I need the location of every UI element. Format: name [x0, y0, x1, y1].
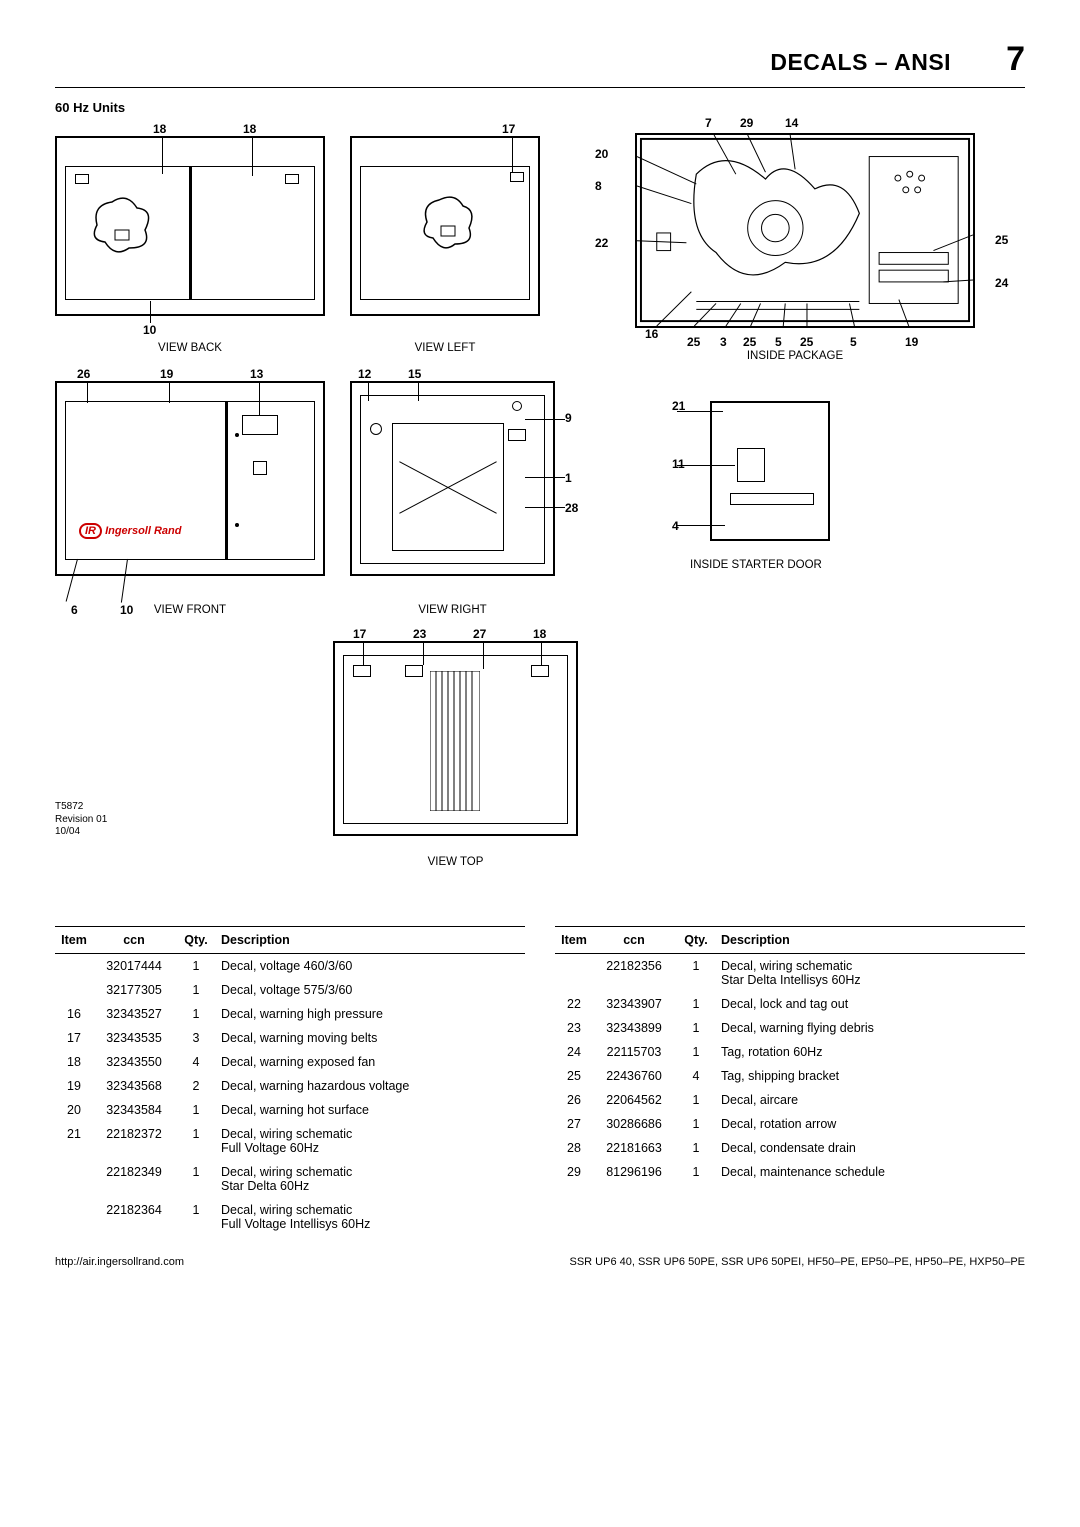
callout: 18	[153, 122, 166, 136]
diagram-inside-package: 7 29 14 20 8 22 25 24 16 25 3 25 5 25 5 …	[575, 121, 1015, 362]
diagrams-area: 18 18 10 VIEW BACK 17	[55, 121, 1025, 911]
page-header: DECALS – ANSI 7	[55, 40, 1025, 88]
callout: 9	[565, 411, 572, 425]
table-row: 27302866861Decal, rotation arrow	[555, 1112, 1025, 1136]
parts-tables: Item ccn Qty. Description 320174441Decal…	[55, 926, 1025, 1236]
th-desc: Description	[717, 927, 1025, 954]
diagram-caption: VIEW LEFT	[350, 342, 540, 354]
callout: 14	[785, 116, 798, 130]
page-footer: http://air.ingersollrand.com SSR UP6 40,…	[55, 1256, 1025, 1268]
parts-table-right: Item ccn Qty. Description 221823561Decal…	[555, 926, 1025, 1184]
callout: 5	[850, 335, 857, 349]
footer-url: http://air.ingersollrand.com	[55, 1256, 184, 1268]
diagram-view-top: 17 23 27 18 VIEW TOP	[333, 641, 578, 868]
diagram-caption: VIEW FRONT	[55, 604, 325, 616]
table-row: 18323435504Decal, warning exposed fan	[55, 1050, 525, 1074]
callout: 17	[353, 627, 366, 641]
th-item: Item	[555, 927, 593, 954]
callout: 25	[687, 335, 700, 349]
callout: 10	[120, 603, 133, 617]
callout: 18	[243, 122, 256, 136]
revision-note: T5872 Revision 01 10/04	[55, 801, 107, 839]
th-qty: Qty.	[675, 927, 717, 954]
callout: 15	[408, 367, 421, 381]
parts-table-left: Item ccn Qty. Description 320174441Decal…	[55, 926, 525, 1236]
table-row: 24221157031Tag, rotation 60Hz	[555, 1040, 1025, 1064]
callout: 5	[775, 335, 782, 349]
page-title: DECALS – ANSI	[770, 49, 951, 76]
table-row: 221823641Decal, wiring schematicFull Vol…	[55, 1198, 525, 1236]
table-row: 221823561Decal, wiring schematicStar Del…	[555, 954, 1025, 993]
table-row: 23323438991Decal, warning flying debris	[555, 1016, 1025, 1040]
page-number: 7	[1006, 40, 1025, 79]
diagram-caption: VIEW RIGHT	[350, 604, 555, 616]
table-row: 28221816631Decal, condensate drain	[555, 1136, 1025, 1160]
table-row: 221823491Decal, wiring schematicStar Del…	[55, 1160, 525, 1198]
callout: 11	[672, 457, 685, 471]
callout: 10	[143, 323, 156, 337]
callout: 19	[160, 367, 173, 381]
callout: 8	[595, 179, 602, 193]
callout: 25	[800, 335, 813, 349]
callout: 25	[995, 233, 1008, 247]
callout: 13	[250, 367, 263, 381]
callout: 3	[720, 335, 727, 349]
table-row: 17323435353Decal, warning moving belts	[55, 1026, 525, 1050]
callout: 29	[740, 116, 753, 130]
footer-models: SSR UP6 40, SSR UP6 50PE, SSR UP6 50PEI,…	[569, 1256, 1025, 1268]
th-ccn: ccn	[93, 927, 175, 954]
callout: 12	[358, 367, 371, 381]
table-row: 26220645621Decal, aircare	[555, 1088, 1025, 1112]
table-row: 25224367604Tag, shipping bracket	[555, 1064, 1025, 1088]
table-row: 321773051Decal, voltage 575/3/60	[55, 978, 525, 1002]
diagram-caption: VIEW BACK	[55, 342, 325, 354]
callout: 28	[565, 501, 578, 515]
th-desc: Description	[217, 927, 525, 954]
section-subtitle: 60 Hz Units	[55, 100, 1025, 115]
table-row: 320174441Decal, voltage 460/3/60	[55, 954, 525, 979]
callout: 4	[672, 519, 679, 533]
diagram-caption: VIEW TOP	[333, 856, 578, 868]
table-row: 19323435682Decal, warning hazardous volt…	[55, 1074, 525, 1098]
brand-logo: Ingersoll Rand	[105, 525, 181, 537]
table-row: 22323439071Decal, lock and tag out	[555, 992, 1025, 1016]
callout: 16	[645, 327, 658, 341]
callout: 20	[595, 147, 608, 161]
callout: 27	[473, 627, 486, 641]
th-ccn: ccn	[593, 927, 675, 954]
diagram-view-left: 17 VIEW LEFT	[350, 136, 540, 354]
th-qty: Qty.	[175, 927, 217, 954]
callout: 6	[71, 603, 78, 617]
table-row: 21221823721Decal, wiring schematicFull V…	[55, 1122, 525, 1160]
callout: 18	[533, 627, 546, 641]
callout: 22	[595, 236, 608, 250]
callout: 24	[995, 276, 1008, 290]
callout: 23	[413, 627, 426, 641]
diagram-view-front: 26 19 13 IR Ingersoll Rand 6 10 VIEW FRO…	[55, 381, 325, 616]
callout: 7	[705, 116, 712, 130]
callout: 26	[77, 367, 90, 381]
diagram-caption: INSIDE PACKAGE	[575, 350, 1015, 362]
table-row: 20323435841Decal, warning hot surface	[55, 1098, 525, 1122]
callout: 17	[502, 122, 515, 136]
diagram-caption: INSIDE STARTER DOOR	[690, 559, 880, 571]
callout: 19	[905, 335, 918, 349]
diagram-inside-starter-door: 21 11 4 INSIDE STARTER DOOR	[660, 401, 880, 571]
callout: 1	[565, 471, 572, 485]
th-item: Item	[55, 927, 93, 954]
table-row: 29812961961Decal, maintenance schedule	[555, 1160, 1025, 1184]
table-row: 16323435271Decal, warning high pressure	[55, 1002, 525, 1026]
callout: 25	[743, 335, 756, 349]
diagram-view-right: 12 15 9 1 28 VIEW RIGHT	[350, 381, 555, 616]
diagram-view-back: 18 18 10 VIEW BACK	[55, 136, 325, 354]
